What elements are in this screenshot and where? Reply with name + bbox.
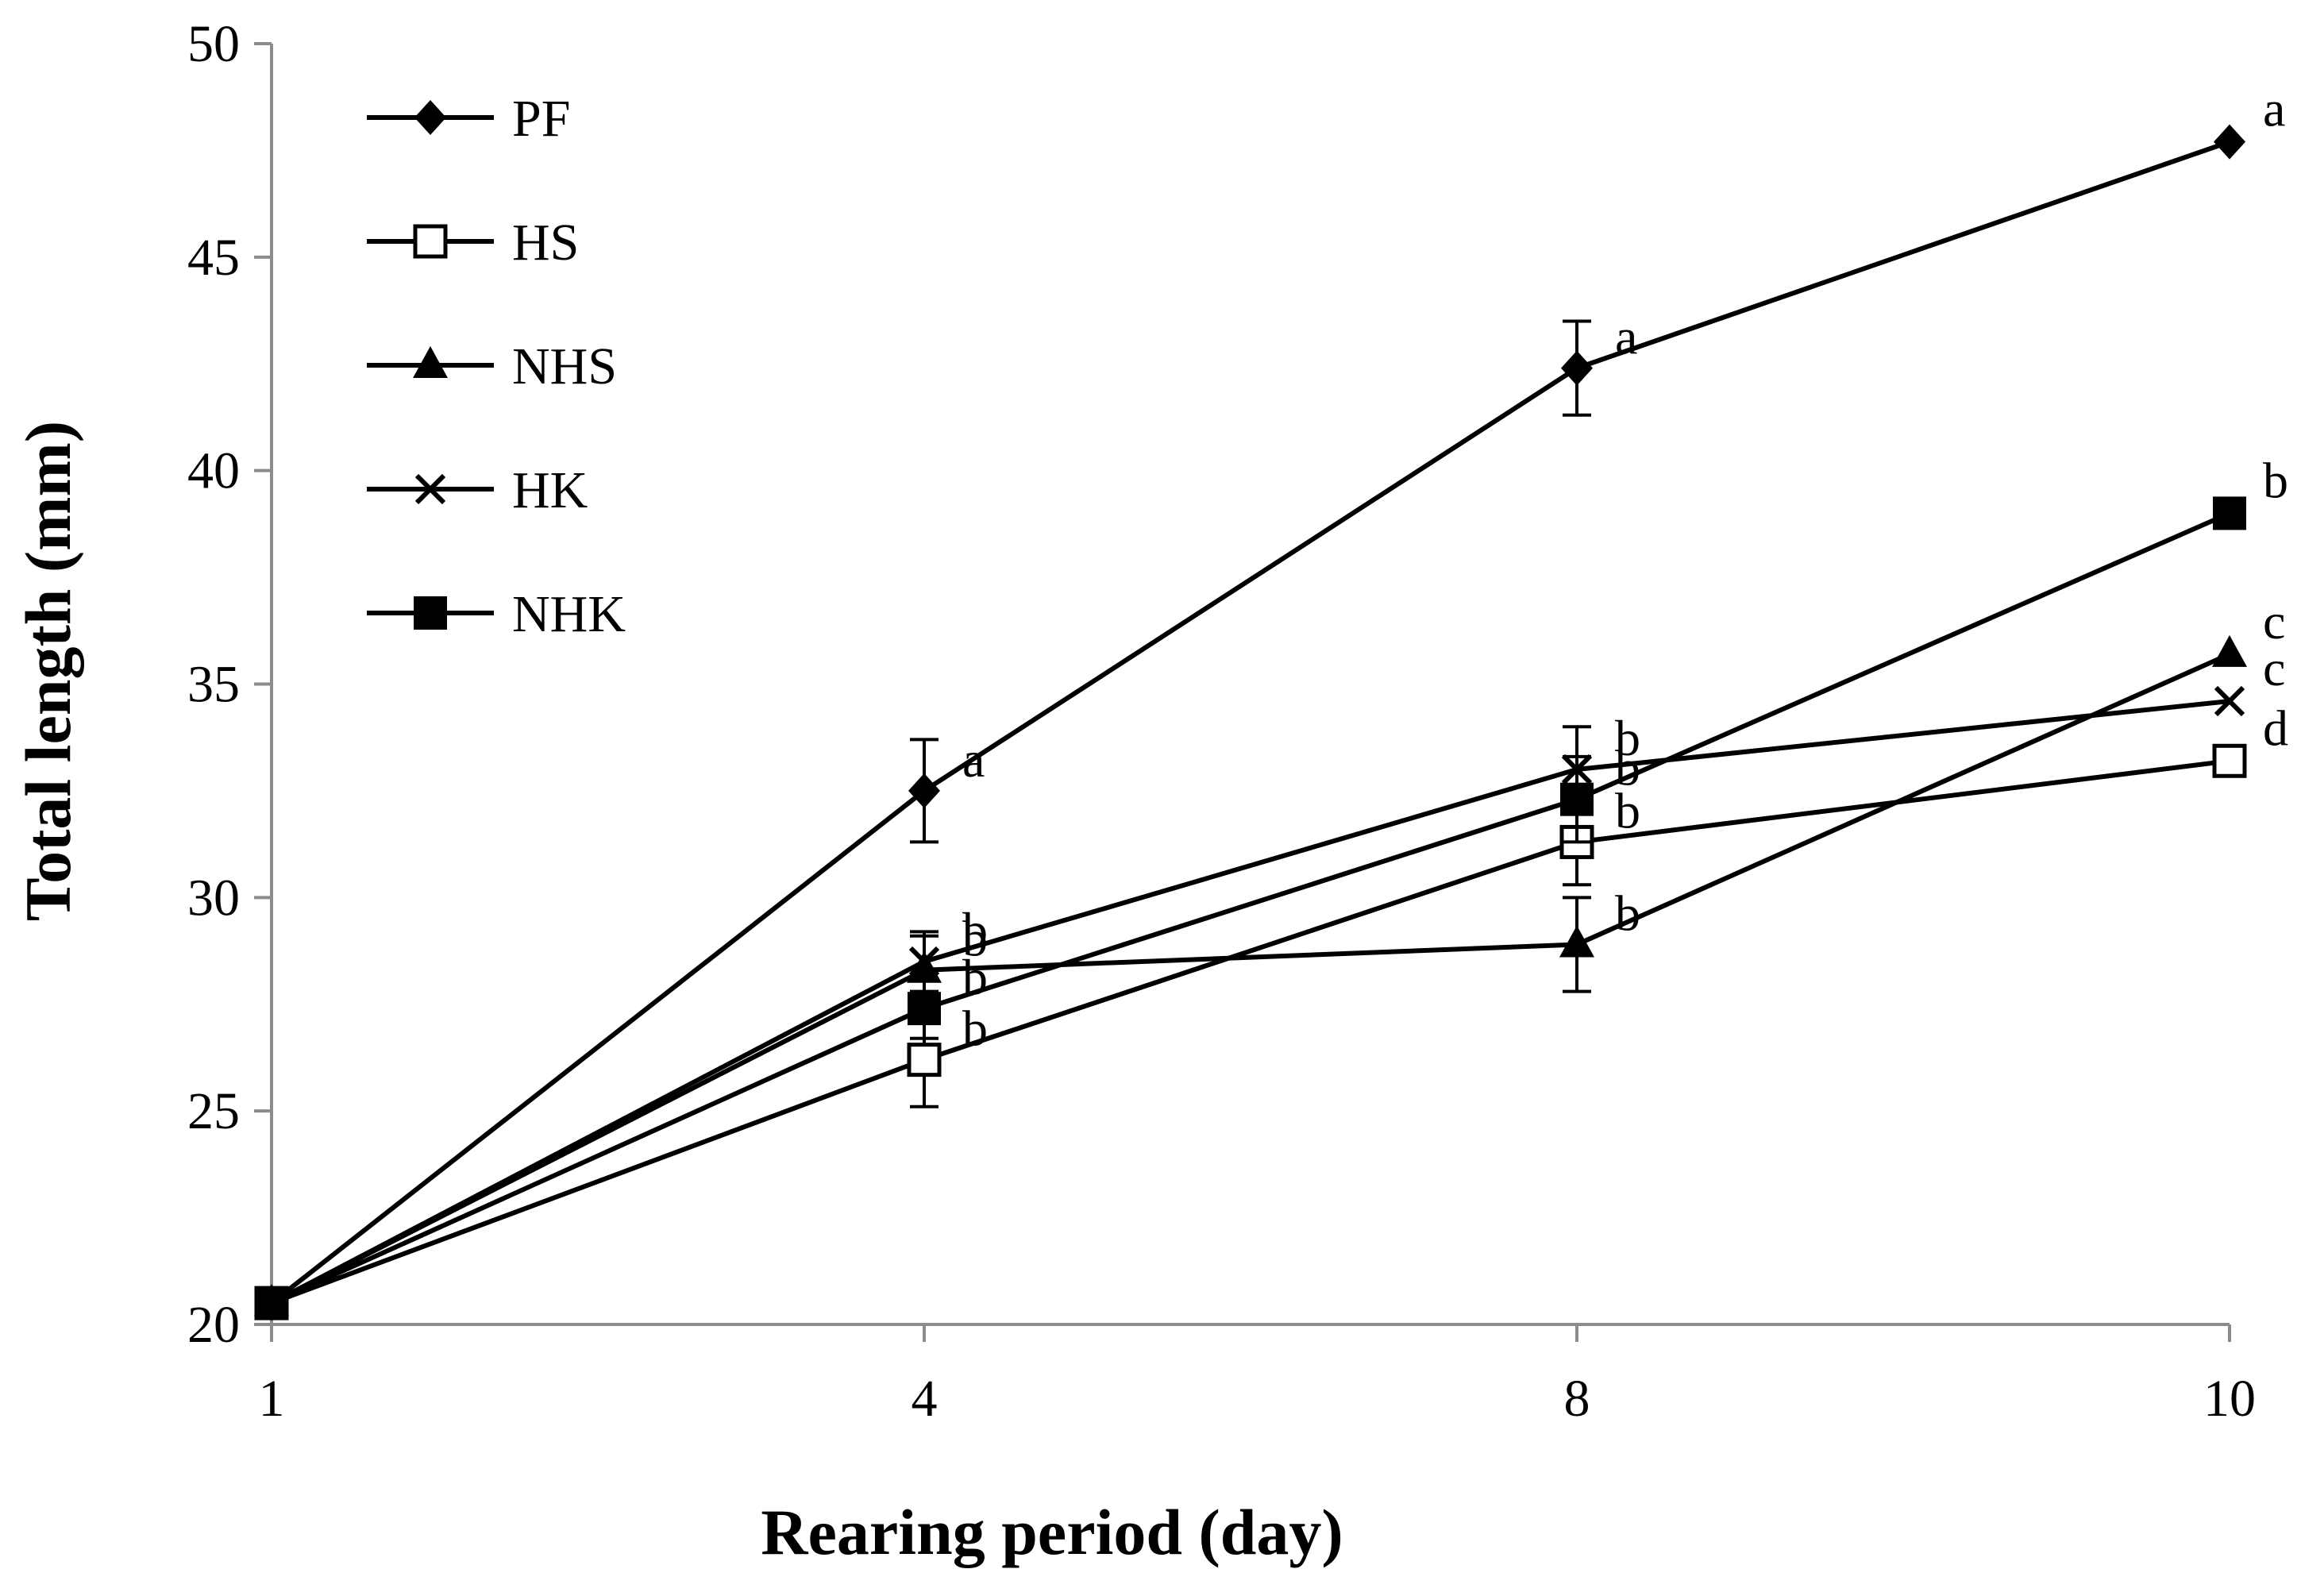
legend-item-nhk: NHK <box>367 585 626 643</box>
x-marker-stroke <box>414 473 446 505</box>
significance-label: b <box>1615 740 1640 796</box>
x-axis-ticks: 1 4 8 10 <box>259 1324 2256 1428</box>
data-point-hk <box>908 946 940 977</box>
legend-item-nhs: NHS <box>367 337 617 395</box>
series-pf: a a a <box>256 81 2285 1321</box>
series-hk: bbc <box>256 640 2285 1319</box>
legend-label: PF <box>512 90 570 148</box>
series-line-pf <box>270 139 2230 1305</box>
data-point-pf <box>908 773 940 808</box>
series-line-nhs <box>270 652 2231 1305</box>
significance-label: a <box>1615 309 1637 365</box>
y-tick-label: 50 <box>187 15 240 73</box>
significance-label: b <box>1615 710 1640 766</box>
y-tick-label: 45 <box>187 229 240 287</box>
significance-label: b <box>962 1000 988 1057</box>
series-nhk: bbb <box>255 452 2288 1320</box>
significance-label: b <box>1615 885 1640 941</box>
significance-label: b <box>2263 452 2288 508</box>
significance-label: a <box>962 731 985 788</box>
legend-marker-hk <box>414 473 446 505</box>
data-point-hk <box>2214 685 2245 717</box>
data-point-pf <box>2214 124 2245 160</box>
series-line-hk <box>270 699 2230 1305</box>
x-tick-label: 10 <box>2203 1370 2256 1428</box>
x-marker-stroke <box>908 946 940 977</box>
legend-item-hs: HS <box>367 214 579 272</box>
x-marker-stroke <box>2214 685 2245 717</box>
x-tick-label: 4 <box>912 1370 938 1428</box>
y-tick-label: 20 <box>187 1296 240 1354</box>
data-point-nhk <box>908 992 941 1026</box>
legend-marker-nhs <box>413 346 448 378</box>
data-point-nhs <box>2212 634 2247 667</box>
data-point-nhk <box>1560 782 1594 816</box>
x-tick-label: 8 <box>1564 1370 1590 1428</box>
significance-label: c <box>2263 593 2285 650</box>
significance-label: b <box>1615 782 1640 838</box>
y-axis-ticks: 20 25 30 35 40 45 50 <box>187 15 272 1354</box>
data-point-nhk <box>255 1286 288 1320</box>
legend-marker-pf <box>414 100 446 135</box>
x-tick-label: 1 <box>259 1370 285 1428</box>
data-point-hs <box>2212 743 2247 778</box>
legend-marker-nhk <box>414 596 447 630</box>
series-line-hs <box>270 758 2230 1305</box>
significance-label: a <box>2263 81 2285 137</box>
legend-label: HS <box>512 214 579 272</box>
significance-label: d <box>2263 700 2288 756</box>
series-line-nhk <box>270 511 2231 1305</box>
legend-label: NHS <box>512 337 617 395</box>
y-tick-label: 35 <box>187 656 240 714</box>
significance-label: c <box>2263 640 2285 696</box>
legend-marker-hs <box>413 224 448 259</box>
significance-label: b <box>962 902 988 958</box>
legend-item-hk: HK <box>367 461 588 519</box>
data-point-pf <box>1561 350 1593 386</box>
data-point-nhs <box>1559 925 1594 958</box>
data-point-hs <box>907 1043 942 1077</box>
y-tick-label: 40 <box>187 442 240 500</box>
significance-label: b <box>962 949 988 1005</box>
y-tick-label: 25 <box>187 1082 240 1140</box>
series-hs: bbd <box>254 700 2288 1320</box>
y-tick-label: 30 <box>187 869 240 927</box>
y-axis-title: Total length (mm) <box>12 421 84 921</box>
legend-label: NHK <box>512 585 626 643</box>
legend-item-pf: PF <box>367 90 570 148</box>
data-point-nhk <box>2213 496 2246 530</box>
significance-label: b <box>962 911 988 967</box>
series-nhs: b bc <box>254 593 2285 1317</box>
legend: PF HS NHS HK NHK <box>367 90 626 643</box>
x-axis-title: Rearing period (day) <box>761 1496 1343 1568</box>
legend-label: HK <box>512 461 588 519</box>
